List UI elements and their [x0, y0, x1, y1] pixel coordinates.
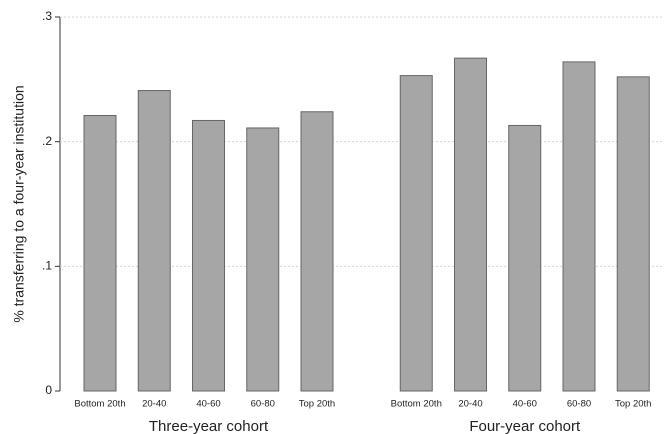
x-tick-label: Bottom 20th: [74, 399, 125, 410]
bar: [300, 111, 334, 392]
y-tick-label: .2: [42, 134, 52, 148]
x-tick-label: 20-40: [458, 399, 482, 410]
x-tick-label: 40-60: [196, 399, 220, 410]
y-tick-label: .3: [42, 9, 52, 23]
bar: [246, 127, 280, 392]
x-tick-label: Top 20th: [615, 399, 651, 410]
bar: [399, 75, 433, 392]
bar: [508, 124, 542, 392]
bar: [454, 57, 487, 392]
x-tick-label: Bottom 20th: [391, 399, 442, 410]
y-tick-label: 0: [45, 383, 52, 397]
x-tick-label: 60-80: [567, 399, 591, 410]
bar: [192, 119, 225, 392]
x-tick-label: Top 20th: [299, 399, 335, 410]
y-axis-label: % transferring to a four-year institutio…: [11, 85, 27, 322]
group-label: Three-year cohort: [149, 418, 269, 434]
x-tick-label: 40-60: [513, 399, 537, 410]
bar: [137, 90, 171, 392]
bar: [83, 114, 117, 392]
bar: [616, 76, 650, 392]
bar: [562, 61, 596, 392]
group-label: Four-year cohort: [469, 418, 581, 434]
x-tick-label: 20-40: [142, 399, 166, 410]
y-tick-label: .1: [42, 259, 52, 273]
x-tick-label: 60-80: [251, 399, 275, 410]
